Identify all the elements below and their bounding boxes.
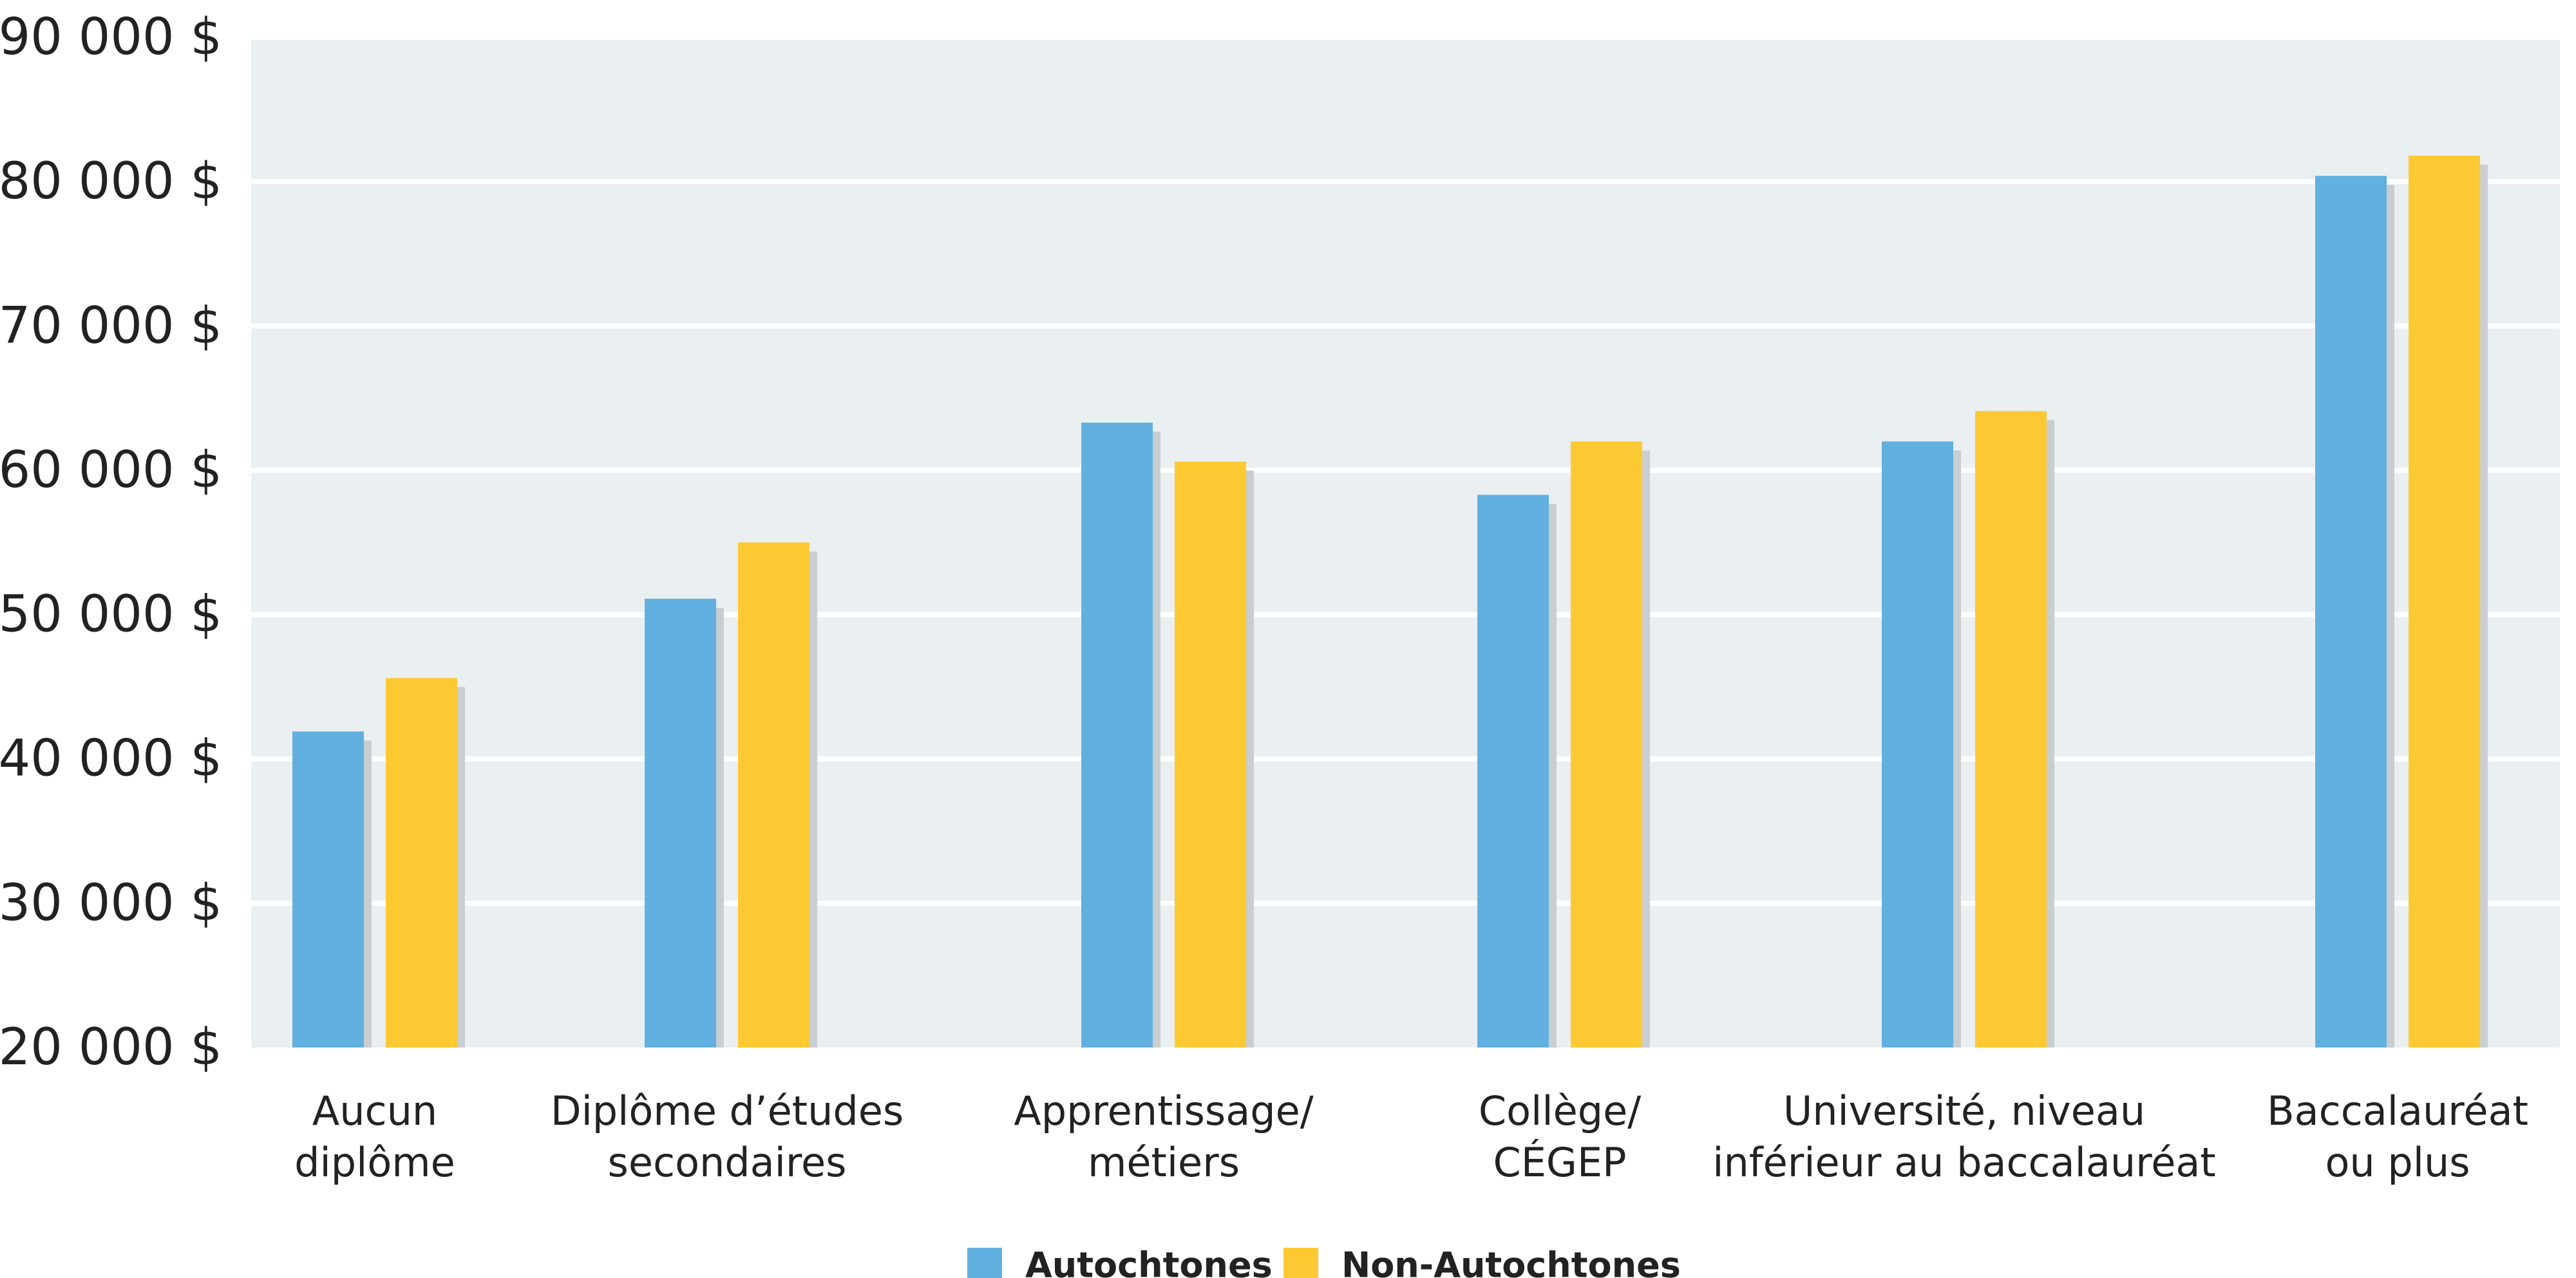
- x-category-label: Aucun: [312, 1087, 437, 1134]
- gridlines: [251, 35, 2560, 906]
- y-tick-label: 60 000 $: [0, 441, 222, 499]
- x-category-label: ou plus: [2325, 1139, 2470, 1186]
- bar: [2315, 176, 2387, 1048]
- bar: [645, 598, 716, 1048]
- bar: [1975, 411, 2047, 1048]
- legend-swatch: [1283, 1248, 1318, 1278]
- x-category-label: diplôme: [294, 1139, 455, 1186]
- legend-swatch: [967, 1248, 1002, 1278]
- y-tick-label: 50 000 $: [0, 586, 222, 644]
- y-tick-label: 70 000 $: [0, 297, 222, 355]
- legend-label: Non-Autochtones: [1341, 1245, 1681, 1278]
- x-axis-category-labels: Aucun diplôme Diplôme d’études secondaires A…: [294, 1087, 2528, 1186]
- x-category-label: Apprentissage/: [1014, 1087, 1313, 1134]
- y-tick-label: 40 000 $: [0, 730, 222, 788]
- y-tick-label: 20 000 $: [0, 1019, 222, 1076]
- bar: [1477, 494, 1549, 1048]
- bar: [1175, 461, 1246, 1048]
- y-tick-label: 90 000 $: [0, 8, 222, 66]
- bars: [292, 155, 2488, 1048]
- legend-label: Autochtones: [1025, 1245, 1273, 1278]
- bar: [292, 731, 364, 1048]
- bar: [738, 542, 810, 1048]
- y-tick-label: 80 000 $: [0, 153, 222, 211]
- x-category-label: Diplôme d’études: [551, 1087, 904, 1134]
- x-category-label: CÉGEP: [1493, 1139, 1626, 1186]
- legend: Autochtones Non-Autochtones: [967, 1245, 1681, 1278]
- plot-background: [251, 37, 2560, 1048]
- bar: [1081, 422, 1153, 1048]
- x-category-label: métiers: [1088, 1139, 1240, 1186]
- x-category-label: Collège/: [1479, 1087, 1641, 1134]
- x-category-label: secondaires: [608, 1139, 847, 1186]
- x-category-label: Université, niveau: [1783, 1087, 2145, 1134]
- bar: [386, 678, 457, 1048]
- x-category-label: inférieur au baccalauréat: [1712, 1139, 2215, 1186]
- x-category-label: Baccalauréat: [2267, 1087, 2528, 1134]
- y-tick-label: 30 000 $: [0, 874, 222, 932]
- bar: [2409, 155, 2480, 1048]
- y-axis-tick-labels: 20 000 $ 30 000 $ 40 000 $ 50 000 $ 60 000 $…: [0, 8, 222, 1076]
- bar: [1882, 441, 1953, 1048]
- bar: [1571, 441, 1642, 1048]
